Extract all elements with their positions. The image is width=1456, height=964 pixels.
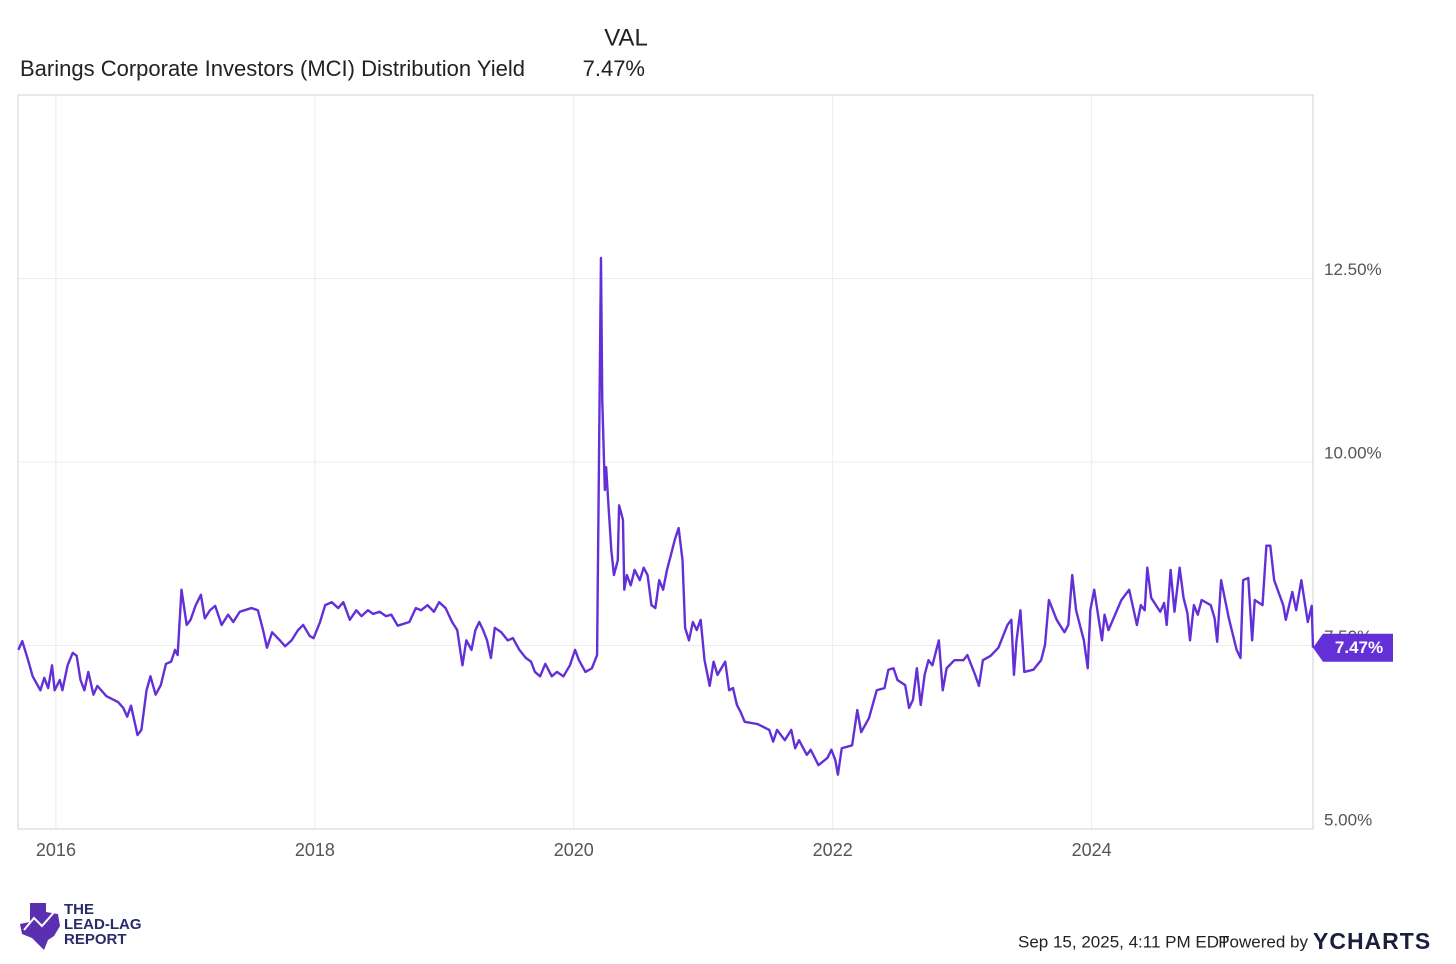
timestamp: Sep 15, 2025, 4:11 PM EDT [1018, 932, 1229, 951]
series-line [17, 256, 1315, 776]
x-tick-label: 2020 [554, 840, 594, 860]
y-tick-label: 12.50% [1324, 260, 1382, 279]
logo-shape [20, 903, 60, 950]
last-value-label: 7.47% [1335, 638, 1383, 657]
plot [17, 256, 1315, 776]
logo: THE LEAD-LAG REPORT [20, 901, 142, 950]
powered-by: Powered by [1218, 932, 1308, 951]
logo-line [23, 909, 57, 931]
column-header: VAL [604, 24, 648, 51]
x-tick-label: 2018 [295, 840, 335, 860]
y-tick-label: 10.00% [1324, 443, 1382, 462]
plot-frame [17, 94, 1314, 830]
x-tick-label: 2016 [36, 840, 76, 860]
grid [18, 95, 1313, 830]
legend-label: Barings Corporate Investors (MCI) Distri… [20, 56, 525, 81]
legend-value: 7.47% [583, 56, 645, 81]
logo-text: LEAD-LAG [64, 916, 142, 933]
last-value-tag [1313, 633, 1393, 662]
logo-text: THE [64, 901, 94, 918]
x-tick-label: 2024 [1072, 840, 1112, 860]
y-tick-label: 5.00% [1324, 810, 1372, 829]
brand: YCHARTS [1313, 928, 1431, 954]
x-tick-label: 2022 [813, 840, 853, 860]
logo-text: REPORT [64, 931, 127, 948]
